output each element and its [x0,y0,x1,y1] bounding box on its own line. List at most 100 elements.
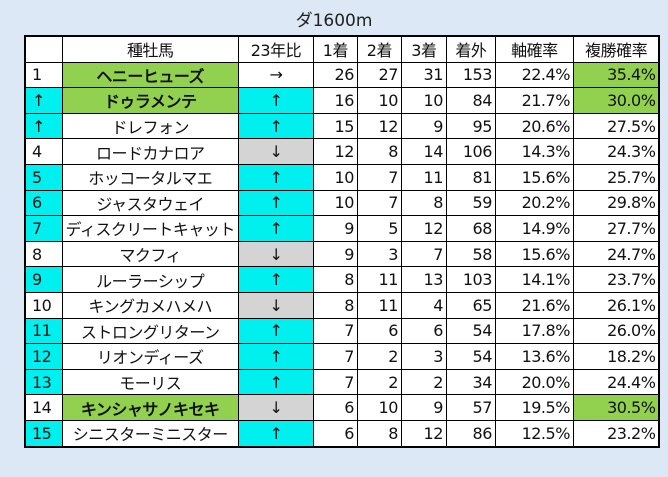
table-row: 8 マクフィ ↓ 9 3 7 58 15.6% 24.7% [24,240,660,268]
third-count-cell: 13 [400,266,447,293]
third-count-cell: 8 [400,189,447,217]
sire-name-cell: マクフィ [61,240,239,268]
second-count-cell: 2 [356,368,402,396]
header-first: 1着 [312,35,358,63]
place-rate-cell: 24.7% [572,240,660,268]
table-row: 9 ルーラーシップ ↑ 8 11 13 103 14.1% 23.7% [24,266,660,293]
first-count-cell: 8 [312,266,358,293]
place-rate-cell: 25.7% [572,163,660,191]
first-count-cell: 12 [312,138,358,165]
table-row: 13 モーリス ↑ 7 2 2 34 20.0% 24.4% [24,368,660,396]
vs-2023-cell: ↑ [237,317,314,345]
second-count-cell: 11 [356,291,402,319]
sire-name-cell: キンシャサノキセキ [61,394,239,421]
axis-rate-cell: 21.6% [494,291,574,319]
second-count-cell: 27 [356,61,402,89]
vs-2023-cell: ↓ [237,291,314,319]
sire-name-cell: キングカメハメハ [61,291,239,319]
place-rate-cell: 30.5% [572,394,660,421]
table-row: 10 キングカメハメハ ↓ 8 11 4 65 21.6% 26.1% [24,291,660,319]
axis-rate-cell: 20.0% [494,368,574,396]
place-rate-cell: 30.0% [572,87,660,114]
table-row: 1 ヘニーヒューズ → 26 27 31 153 22.4% 35.4% [24,61,660,89]
unplaced-count-cell: 84 [445,87,496,114]
axis-rate-cell: 12.5% [494,419,574,448]
third-count-cell: 2 [400,368,447,396]
place-rate-cell: 18.2% [572,343,660,370]
sire-name-cell: ジャスタウェイ [61,189,239,217]
sire-name-cell: ドレフォン [61,112,239,140]
second-count-cell: 7 [356,189,402,217]
rank-cell: 15 [24,419,63,448]
place-rate-cell: 24.4% [572,368,660,396]
header-second: 2着 [356,35,402,63]
rank-cell: 4 [24,138,63,165]
rank-cell: 11 [24,317,63,345]
table-row: 15 シニスターミニスター ↑ 6 8 12 86 12.5% 23.2% [24,419,660,448]
third-count-cell: 3 [400,343,447,370]
axis-rate-cell: 14.1% [494,266,574,293]
place-rate-cell: 27.7% [572,215,660,242]
rank-cell: 6 [24,189,63,217]
axis-rate-cell: 20.6% [494,112,574,140]
sire-name-cell: ドゥラメンテ [61,87,239,114]
third-count-cell: 10 [400,87,447,114]
place-rate-cell: 26.0% [572,317,660,345]
second-count-cell: 6 [356,317,402,345]
first-count-cell: 7 [312,317,358,345]
axis-rate-cell: 19.5% [494,394,574,421]
unplaced-count-cell: 57 [445,394,496,421]
second-count-cell: 2 [356,343,402,370]
first-count-cell: 7 [312,368,358,396]
place-rate-cell: 23.7% [572,266,660,293]
vs-2023-cell: → [237,61,314,89]
sire-name-cell: ディスクリートキャット [61,215,239,242]
header-place-rate: 複勝確率 [572,35,660,63]
first-count-cell: 9 [312,215,358,242]
table-row: 14 キンシャサノキセキ ↓ 6 10 9 57 19.5% 30.5% [24,394,660,421]
vs-2023-cell: ↓ [237,240,314,268]
third-count-cell: 6 [400,317,447,345]
third-count-cell: 4 [400,291,447,319]
rank-cell: 14 [24,394,63,421]
vs-2023-cell: ↑ [237,266,314,293]
axis-rate-cell: 13.6% [494,343,574,370]
third-count-cell: 14 [400,138,447,165]
first-count-cell: 7 [312,343,358,370]
table-row: ↑ ドゥラメンテ ↑ 16 10 10 84 21.7% 30.0% [24,87,660,114]
table-row: 4 ロードカナロア ↓ 12 8 14 106 14.3% 24.3% [24,138,660,165]
rank-cell: ↑ [24,87,63,114]
vs-2023-cell: ↑ [237,419,314,448]
header-sire: 種牡馬 [61,35,239,63]
vs-2023-cell: ↓ [237,138,314,165]
place-rate-cell: 23.2% [572,419,660,448]
unplaced-count-cell: 54 [445,317,496,345]
rank-cell: 7 [24,215,63,242]
place-rate-cell: 27.5% [572,112,660,140]
first-count-cell: 9 [312,240,358,268]
axis-rate-cell: 14.3% [494,138,574,165]
table-row: 6 ジャスタウェイ ↑ 10 7 8 59 20.2% 29.8% [24,189,660,217]
vs-2023-cell: ↑ [237,112,314,140]
table-title: ダ1600m [295,11,373,31]
table-row: 5 ホッコータルマエ ↑ 10 7 11 81 15.6% 25.7% [24,163,660,191]
axis-rate-cell: 15.6% [494,163,574,191]
vs-2023-cell: ↑ [237,215,314,242]
table-row: 7 ディスクリートキャット ↑ 9 5 12 68 14.9% 27.7% [24,215,660,242]
rank-cell: 9 [24,266,63,293]
first-count-cell: 15 [312,112,358,140]
vs-2023-cell: ↑ [237,343,314,370]
second-count-cell: 12 [356,112,402,140]
vs-2023-cell: ↓ [237,394,314,421]
first-count-cell: 6 [312,394,358,421]
rank-cell: 5 [24,163,63,191]
unplaced-count-cell: 81 [445,163,496,191]
unplaced-count-cell: 86 [445,419,496,448]
header-row: 種牡馬 23年比 1着 2着 3着 着外 軸確率 複勝確率 [24,35,660,63]
axis-rate-cell: 15.6% [494,240,574,268]
unplaced-count-cell: 34 [445,368,496,396]
vs-2023-cell: ↑ [237,189,314,217]
sire-name-cell: モーリス [61,368,239,396]
unplaced-count-cell: 103 [445,266,496,293]
second-count-cell: 10 [356,87,402,114]
